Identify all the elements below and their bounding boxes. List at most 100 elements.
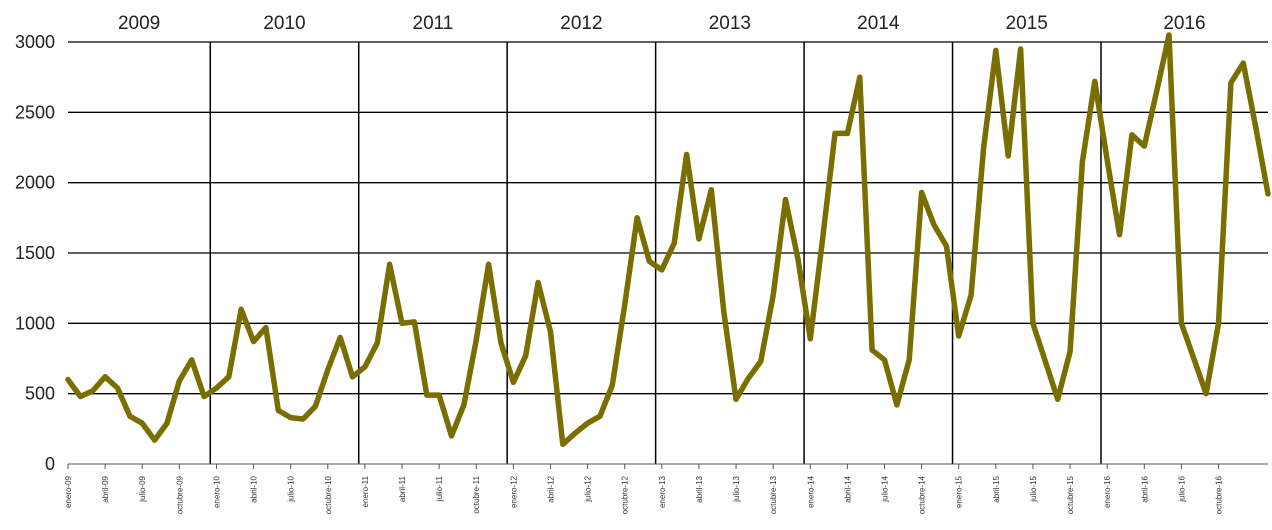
data-point (770, 293, 776, 298)
data-point (325, 367, 330, 372)
data-point (1265, 191, 1271, 197)
horizontal-gridlines (68, 41, 1268, 395)
data-point (1104, 157, 1110, 163)
data-point (177, 378, 182, 384)
data-point (523, 353, 528, 358)
data-point (1228, 80, 1234, 85)
data-point (498, 340, 504, 346)
data-point (671, 240, 677, 246)
data-point (164, 421, 170, 426)
data-point (907, 357, 912, 363)
data-point (127, 413, 133, 419)
x-tick-label: julio-13 (732, 475, 741, 502)
data-point (337, 335, 343, 340)
data-point (251, 339, 256, 344)
x-tick-label: octubre-10 (324, 475, 333, 514)
x-tick-label: abril-09 (101, 475, 110, 502)
data-point (1191, 356, 1196, 361)
data-point (845, 131, 850, 136)
data-point (1241, 60, 1246, 66)
year-label: 2015 (1006, 13, 1048, 34)
data-point (993, 48, 999, 53)
x-tick-label: octubre-09 (175, 475, 184, 514)
y-tick-label: 2000 (15, 173, 55, 193)
x-tick-label: abril-10 (250, 475, 259, 502)
data-point (1067, 349, 1073, 354)
data-point (573, 430, 578, 436)
x-tick-label: julio-10 (287, 475, 296, 502)
data-point (647, 259, 652, 264)
data-point (746, 375, 751, 381)
x-tick-labels: enero-09 abril-09 julio-09 octubre-09 enero-… (64, 464, 1224, 514)
data-point (226, 374, 232, 379)
data-point (931, 222, 937, 228)
data-point (65, 377, 71, 382)
data-point (1018, 46, 1023, 52)
data-point (869, 347, 875, 353)
data-point (1142, 143, 1147, 149)
y-tick-labels: 0 500 1000 1500 2000 2500 3000 (15, 32, 55, 474)
data-point (90, 388, 95, 394)
data-point (709, 187, 714, 192)
year-label: 2009 (118, 13, 160, 34)
x-tick-label: julio-16 (1177, 475, 1186, 502)
data-point (882, 357, 887, 363)
data-point (189, 357, 194, 363)
data-point (696, 236, 702, 242)
data-point (350, 374, 355, 379)
year-label: 2011 (413, 13, 454, 34)
x-tick-label: abril-15 (992, 475, 1001, 502)
data-point (634, 215, 640, 221)
y-tick-label: 2500 (15, 102, 55, 122)
data-point (399, 321, 405, 326)
data-point (820, 236, 825, 242)
data-point (981, 146, 986, 152)
year-label: 2012 (560, 13, 602, 34)
data-point (1203, 391, 1209, 396)
x-tick-label: julio-11 (435, 475, 444, 502)
x-tick-label: julio-12 (584, 475, 593, 502)
data-point (474, 338, 479, 343)
data-point (115, 385, 120, 391)
x-tick-label: octubre-13 (769, 475, 778, 514)
x-tick-label: enero-12 (509, 475, 518, 508)
data-point (1129, 132, 1135, 138)
data-point (1092, 79, 1098, 84)
data-point (857, 74, 862, 80)
data-point (288, 415, 293, 420)
data-point (919, 190, 924, 195)
data-point (1030, 321, 1036, 326)
data-point (102, 374, 108, 379)
x-tick-label: enero-13 (658, 475, 667, 508)
year-label: 2013 (709, 13, 751, 34)
data-point (758, 359, 763, 364)
x-tick-label: abril-14 (843, 475, 852, 502)
data-point (1080, 159, 1085, 164)
data-point (412, 319, 417, 325)
data-point (375, 340, 380, 346)
y-tick-label: 1000 (15, 313, 55, 333)
data-point (783, 197, 788, 202)
x-tick-label: octubre-11 (472, 475, 481, 513)
data-point (894, 402, 900, 408)
x-tick-label: enero-14 (806, 475, 815, 508)
data-point (1043, 359, 1048, 364)
data-point (449, 433, 454, 439)
y-tick-label: 0 (45, 454, 55, 474)
data-point (1006, 153, 1011, 159)
data-point (300, 416, 306, 422)
x-tick-label: abril-11 (398, 475, 407, 502)
year-label: 2010 (263, 13, 305, 34)
data-point (436, 392, 442, 398)
data-point (424, 392, 429, 398)
data-point (560, 442, 566, 447)
x-tick-label: enero-16 (1103, 475, 1112, 508)
data-point (832, 131, 838, 136)
data-point (968, 293, 974, 298)
data-point (721, 308, 726, 313)
year-label: 2016 (1163, 13, 1205, 34)
data-point (201, 394, 207, 399)
x-tick-label: octubre-16 (1215, 475, 1224, 514)
x-tick-label: abril-13 (695, 475, 704, 502)
